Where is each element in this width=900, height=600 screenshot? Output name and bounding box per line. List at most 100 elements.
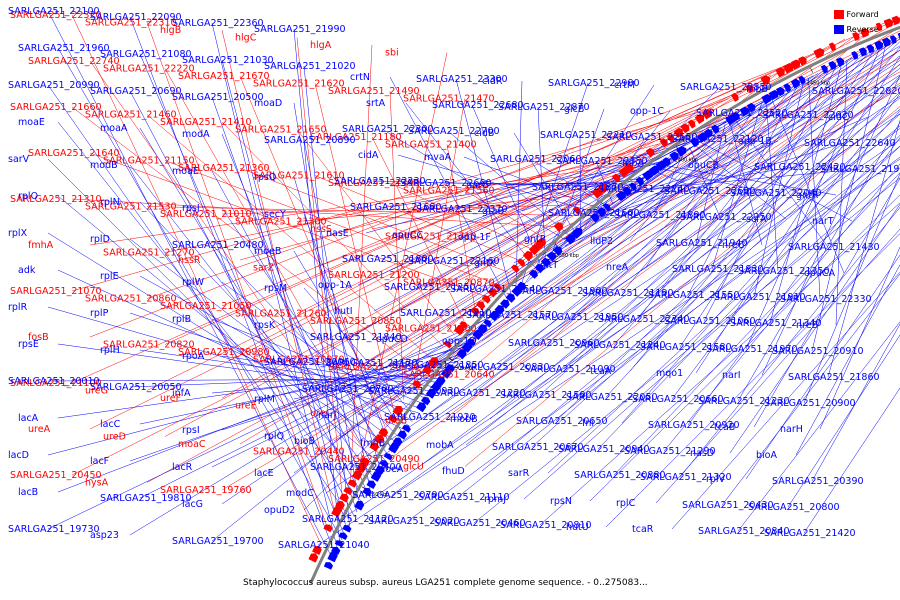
reverse-gene-label: SARLGA251_22680 (432, 100, 524, 111)
forward-label-line (314, 83, 395, 413)
reverse-gene-label: SARLGA251_21080 (100, 49, 192, 60)
forward-gene-label: SARLGA251_21470 (403, 94, 495, 105)
reverse-gene-label: SARLGA251_22060 (490, 154, 582, 165)
reverse-label-line (357, 94, 776, 286)
forward-gene-label: SARLGA251_20450 (10, 470, 102, 481)
forward-gene-feature (487, 288, 498, 298)
reverse-label-line (47, 306, 419, 414)
reverse-gene-label: sarV (8, 154, 30, 165)
reverse-gene-label: rplX (8, 228, 28, 239)
reverse-gene-label: SARLGA251_22300 (342, 124, 434, 135)
reverse-gene-label: SARLGA251_20910 (772, 346, 864, 357)
reverse-gene-feature (711, 124, 720, 134)
forward-label-line (371, 183, 607, 230)
reverse-label-line (357, 60, 900, 416)
reverse-gene-feature (327, 551, 338, 563)
reverse-label-line (57, 269, 407, 431)
reverse-gene-label: cidR (482, 76, 503, 87)
forward-gene-feature (378, 428, 389, 438)
reverse-label-line (703, 64, 838, 322)
reverse-gene-feature (401, 424, 411, 433)
reverse-gene-label: SARLGA251_21350 (738, 266, 830, 277)
forward-gene-label: ureB (385, 416, 407, 427)
reverse-gene-feature (374, 466, 385, 475)
reverse-label-line (811, 323, 900, 482)
forward-gene-label: SARLGA251_21610 (253, 171, 345, 182)
reverse-label-line (721, 273, 900, 506)
reverse-gene-label: SARLGA251_21320 (640, 472, 732, 483)
forward-gene-label: SARLGA251_21560 (403, 186, 495, 197)
reverse-gene-label: SARLGA251_20650 (516, 416, 608, 427)
reverse-gene-label: rpoA (182, 351, 205, 362)
scale-tick (449, 357, 454, 362)
reverse-gene-label: SARLGA251_21250 (384, 282, 476, 293)
forward-gene-feature (701, 109, 713, 120)
reverse-gene-label: SARLGA251_21860 (788, 372, 880, 383)
forward-gene-label: hlgA (310, 40, 332, 51)
forward-label-line (89, 30, 900, 430)
reverse-gene-label: fmhB (360, 438, 385, 449)
reverse-label-line (221, 321, 491, 505)
forward-gene-feature (459, 320, 468, 330)
reverse-gene-label: scrA (746, 214, 767, 225)
reverse-gene-label: SARLGA251_19730 (8, 524, 100, 535)
forward-gene-label: SARLGA251_21300 (235, 217, 327, 228)
reverse-label-line (563, 41, 900, 370)
reverse-label-line (381, 115, 739, 260)
reverse-label-line (695, 56, 900, 374)
reverse-label-line (221, 353, 464, 431)
reverse-label-line (57, 343, 431, 396)
reverse-label-line (391, 128, 900, 496)
legend-reverse: Reverse (834, 25, 879, 34)
forward-gene-feature (572, 206, 581, 216)
reverse-label-line (693, 143, 787, 220)
reverse-label-line (303, 139, 371, 489)
forward-gene-feature (659, 138, 669, 148)
reverse-label-line (505, 180, 643, 186)
reverse-gene-label: SARLGA251_20840 (698, 526, 790, 537)
reverse-gene-label: SARLGA251_22690 (664, 186, 756, 197)
reverse-label-line (139, 201, 387, 462)
reverse-gene-label: SARLGA251_21970 (706, 344, 798, 355)
reverse-gene-label: SARLGA251_20050 (90, 382, 182, 393)
reverse-gene-feature (882, 37, 891, 48)
forward-gene-label: SARLGA251_20980 (178, 347, 270, 358)
reverse-gene-feature (338, 532, 348, 540)
forward-gene-label: SARLGA251_21400 (385, 140, 477, 151)
reverse-gene-label: rplQ (264, 431, 284, 442)
reverse-gene-label: rplD (90, 234, 110, 245)
reverse-gene-label: rplW (182, 277, 205, 288)
reverse-gene-feature (483, 319, 492, 328)
reverse-gene-label: nreA (606, 262, 629, 273)
reverse-gene-feature (416, 402, 427, 413)
reverse-gene-feature (446, 364, 455, 373)
reverse-label-line (47, 378, 444, 382)
reverse-gene-label: cidB (474, 128, 494, 139)
forward-gene-feature (470, 307, 480, 317)
reverse-gene-label: SARLGA251_21090 (524, 364, 616, 375)
reverse-gene-label: nreC (722, 240, 745, 251)
reverse-gene-feature (528, 269, 538, 279)
reverse-label-line (439, 182, 638, 185)
forward-gene-label: SARLGA251_21530 (85, 202, 177, 213)
forward-label-line (89, 152, 487, 297)
reverse-gene-label: narJ (318, 410, 337, 421)
reverse-gene-label: mvaA (424, 152, 452, 163)
reverse-gene-label: lacR (172, 462, 193, 473)
reverse-label-line (687, 82, 800, 296)
reverse-gene-feature (725, 114, 737, 126)
forward-label-line (350, 44, 373, 483)
forward-gene-label: SARLGA251_21650 (235, 125, 327, 136)
reverse-gene-label: opp-1F (458, 232, 491, 243)
forward-gene-label: SARLGA251_21010 (160, 209, 252, 220)
reverse-gene-label: SARLGA251_22210 (540, 130, 632, 141)
reverse-gene-label: SARLGA251_20660 (632, 394, 724, 405)
reverse-gene-label: SARLGA251_22250 (680, 212, 772, 223)
scale-label: 2450 kbp (807, 80, 831, 86)
reverse-label-line (129, 312, 422, 409)
reverse-gene-feature (552, 246, 563, 256)
reverse-label-line (407, 156, 900, 522)
forward-label-line (71, 14, 320, 542)
forward-gene-label: ureD (103, 432, 126, 443)
reverse-gene-label: SARLGA251_21890 (614, 210, 706, 221)
